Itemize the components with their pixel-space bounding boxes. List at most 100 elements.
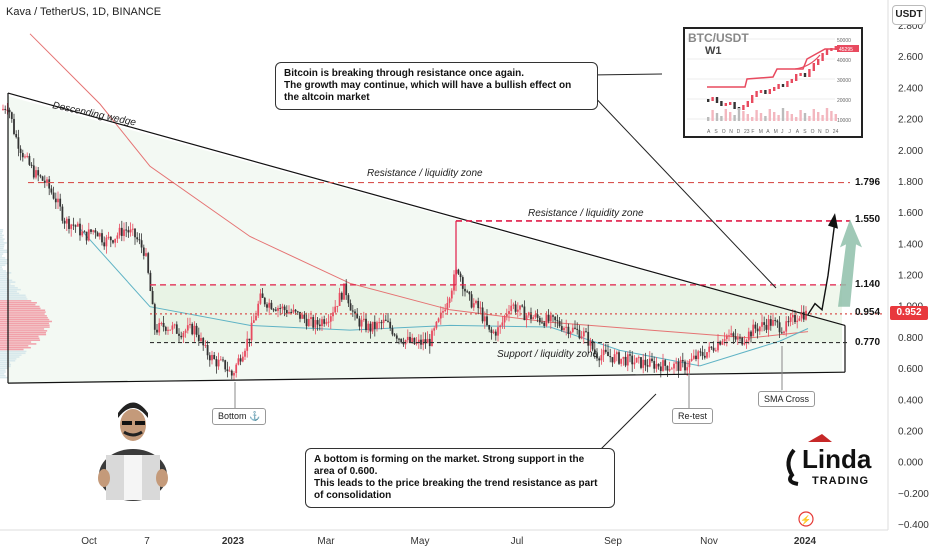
candle-body	[200, 338, 202, 341]
volume-bar	[0, 300, 31, 302]
volume-bar	[0, 298, 27, 300]
volume-bar	[0, 244, 4, 246]
candle-body	[475, 301, 477, 303]
candle-body	[508, 311, 510, 314]
candle-body	[788, 321, 790, 322]
candle-body	[792, 315, 794, 317]
inset-volume	[729, 112, 731, 121]
y-tick-label: −0.200	[898, 489, 929, 500]
candle-body	[279, 308, 281, 309]
candle-body	[143, 248, 145, 256]
candle-body	[2, 109, 4, 110]
inset-volume	[808, 116, 810, 121]
candle-body	[40, 175, 42, 176]
candle-body	[343, 284, 345, 300]
y-tick-label: 1.200	[898, 271, 923, 282]
candle-body	[671, 368, 673, 369]
inset-volume	[821, 115, 823, 121]
volume-bar	[0, 309, 45, 311]
y-tick-label: 2.400	[898, 83, 923, 94]
candle-body	[519, 305, 521, 309]
candle-body	[64, 221, 66, 224]
candle-body	[121, 228, 123, 236]
candle-body	[774, 320, 776, 321]
candle-body	[713, 348, 715, 351]
volume-bar	[0, 371, 6, 373]
candle-body	[161, 323, 163, 324]
x-tick-label: Jul	[511, 536, 524, 547]
inset-candle	[755, 91, 757, 97]
candle-body	[297, 311, 299, 312]
candle-body	[581, 336, 583, 338]
x-tick-label: Mar	[317, 536, 335, 547]
inset-x-label: J	[781, 129, 784, 135]
candle-body	[308, 319, 310, 326]
candle-body	[251, 323, 253, 340]
candle-body	[471, 294, 473, 307]
character-illustration	[98, 403, 168, 502]
candle-body	[436, 322, 438, 328]
candle-body	[26, 156, 28, 157]
candle-body	[310, 317, 312, 319]
btc-note-line2: The growth may continue, which will have…	[284, 80, 589, 104]
candle-body	[332, 312, 334, 316]
volume-bar	[0, 308, 41, 310]
level-tag-1796: 1.796	[855, 177, 880, 188]
candle-body	[609, 356, 611, 357]
volume-bar	[0, 285, 15, 287]
inset-candle	[707, 99, 709, 102]
volume-bar	[0, 349, 24, 351]
candle-body	[486, 316, 488, 325]
candle-body	[51, 189, 53, 193]
candle-body	[662, 360, 664, 371]
inset-volume	[813, 109, 815, 121]
candle-body	[31, 165, 33, 166]
candle-body	[532, 317, 534, 319]
inset-resistance-line	[707, 49, 835, 87]
price-axis[interactable]: 2.800 2.600 2.400 2.200 2.000 1.800 1.600 1.400…	[898, 21, 929, 531]
inset-volume	[707, 117, 709, 121]
candle-body	[117, 235, 119, 238]
candle-body	[57, 199, 59, 203]
candle-body	[86, 232, 88, 241]
y-tick-label: 2.200	[898, 115, 923, 126]
candle-body	[618, 352, 620, 364]
candle-body	[97, 233, 99, 237]
currency-button[interactable]: USDT	[892, 5, 926, 25]
candle-body	[130, 230, 132, 233]
candle-body	[337, 306, 339, 307]
candle-body	[680, 360, 682, 371]
bullish-arrow	[838, 219, 862, 306]
candle-body	[497, 327, 499, 335]
inset-y-label: 40000	[837, 58, 851, 64]
candle-body	[493, 332, 495, 333]
candle-body	[752, 325, 754, 337]
candle-body	[431, 331, 433, 346]
inset-volume	[804, 113, 806, 121]
candle-body	[647, 365, 649, 366]
y-tick-label: 1.800	[898, 177, 923, 188]
inset-x-label: M	[774, 129, 778, 135]
volume-bar	[0, 250, 7, 252]
candle-body	[4, 109, 6, 110]
inset-x-label: O	[811, 129, 815, 135]
candle-body	[640, 357, 642, 368]
volume-bar	[0, 306, 40, 308]
inset-volume	[755, 110, 757, 121]
candle-body	[231, 371, 233, 376]
volume-bar	[0, 242, 7, 244]
inset-candle	[795, 74, 797, 81]
candle-body	[92, 230, 94, 232]
candle-body	[299, 312, 301, 319]
candle-body	[33, 165, 35, 177]
volume-bar	[0, 253, 3, 255]
inset-volume	[817, 112, 819, 121]
candle-body	[400, 339, 402, 343]
candle-body	[229, 371, 231, 372]
candle-body	[689, 361, 691, 367]
time-axis[interactable]: Oct 7 2023 Mar May Jul Sep Nov 2024	[81, 536, 816, 547]
candle-body	[675, 362, 677, 364]
volume-bar	[0, 280, 12, 282]
inset-volume	[738, 108, 740, 121]
inset-x-label: O	[722, 129, 726, 135]
